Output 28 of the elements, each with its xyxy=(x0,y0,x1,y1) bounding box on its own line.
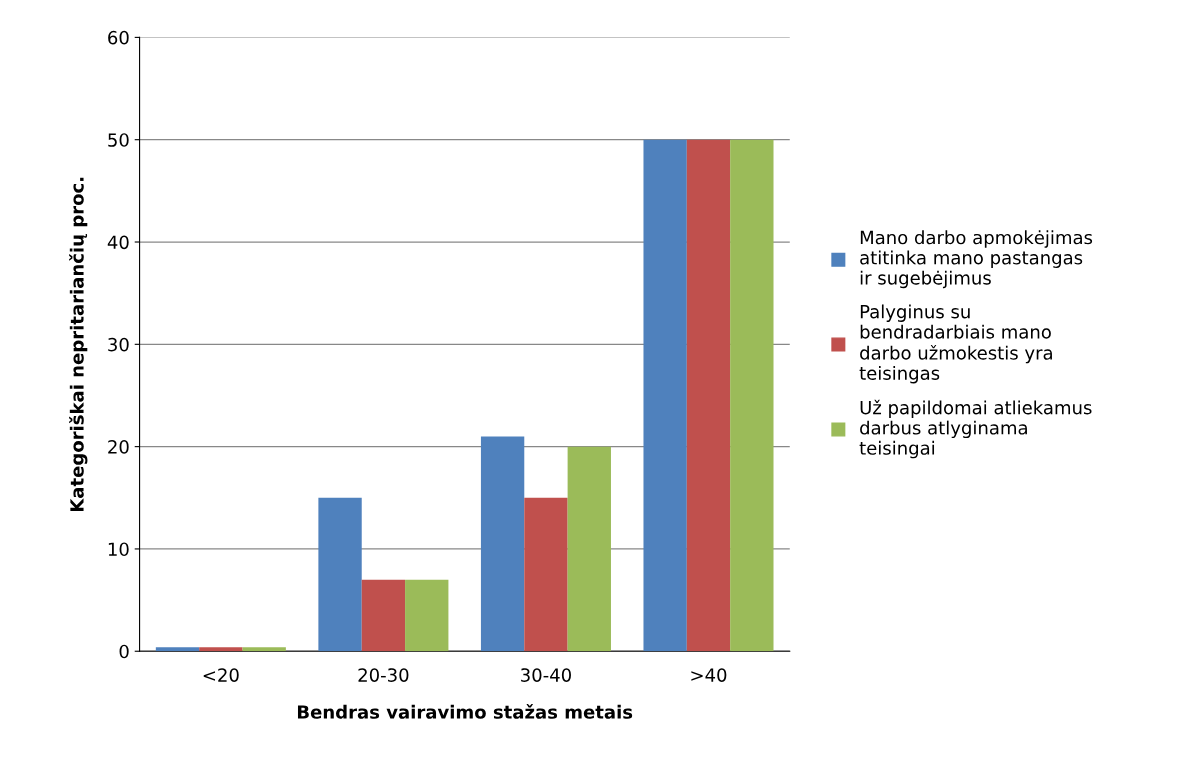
bar xyxy=(155,647,200,652)
x-tick-label: >40 xyxy=(691,668,727,682)
bar xyxy=(405,579,449,652)
y-tick-label: 10 xyxy=(108,542,129,557)
x-tick-label: <20 xyxy=(203,668,239,682)
y-tick-label: 0 xyxy=(119,644,129,659)
legend-label: Mano darbo apmokėjimas atitinka mano pastangas ir sugebėjimus xyxy=(860,230,1093,289)
y-tick-label: 20 xyxy=(108,440,129,454)
bar xyxy=(242,647,286,652)
x-tick-label: 30-40 xyxy=(521,668,571,682)
y-tick-label: 50 xyxy=(108,133,129,147)
y-axis-title: Kategoriškai nepritariančių proc. xyxy=(69,177,88,512)
bar xyxy=(361,579,406,652)
bar xyxy=(318,497,362,652)
bar xyxy=(643,139,687,652)
legend-label: Už papildomai atliekamus darbus atlyginama teisingai xyxy=(859,399,1092,459)
y-tick-label: 40 xyxy=(107,235,129,250)
bar xyxy=(730,139,774,652)
x-tick-label: 20-30 xyxy=(358,668,409,682)
legend-label: Palyginus su bendradarbiais mano darbo užmokestis yra teisingas xyxy=(859,304,1052,384)
bar xyxy=(686,139,731,652)
y-tick-label: 60 xyxy=(108,30,129,45)
bar xyxy=(524,497,568,652)
bar xyxy=(567,446,611,652)
x-axis-title: Bendras vairavimo stažas metais xyxy=(297,704,633,719)
bar xyxy=(480,436,525,652)
bar xyxy=(199,647,243,652)
y-tick-label: 30 xyxy=(108,337,129,352)
